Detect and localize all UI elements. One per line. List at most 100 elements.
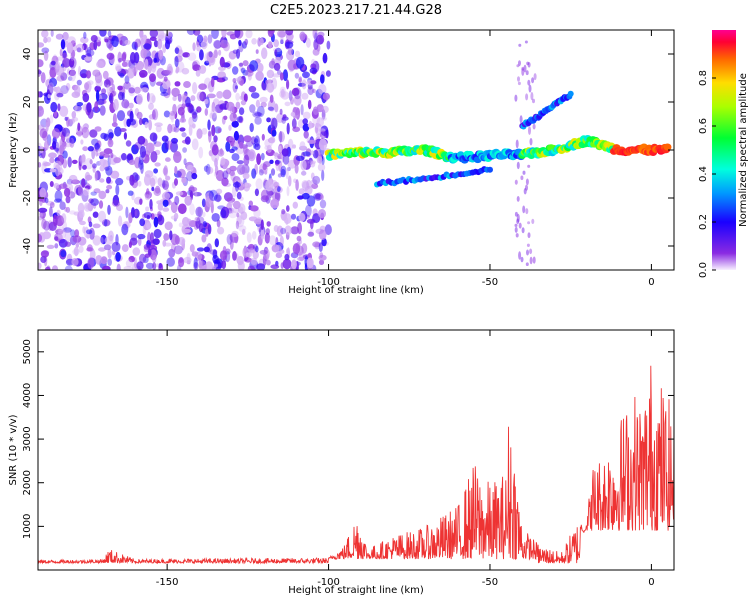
noise-blob [184,136,191,145]
noise-blob [145,142,155,154]
noise-blob [112,194,120,206]
noise-blob [162,207,170,212]
noise-blob [266,69,275,79]
noise-blob [61,52,68,60]
noise-blob [260,152,265,161]
noise-blob [211,213,220,222]
noise-blob [284,101,291,107]
noise-blob [282,69,288,82]
noise-blob [143,174,152,186]
noise-blob [225,141,231,152]
noise-blob [198,146,204,159]
noise-blob [162,44,167,54]
noise-blob [190,109,199,115]
streak-blob [528,126,531,135]
noise-blob [256,105,265,118]
noise-blob [133,86,141,94]
noise-blob [231,153,240,162]
noise-blob [241,228,246,235]
y-tick-label: 3000 [22,426,33,451]
noise-blob [153,57,158,63]
noise-blob [235,85,238,90]
noise-blob [169,110,175,116]
streak-blob [526,243,530,247]
noise-blob [87,46,92,58]
noise-blob [174,235,180,245]
noise-blob [210,107,217,119]
noise-blob [215,170,225,182]
noise-blob [157,202,164,211]
noise-blob [261,47,268,60]
noise-blob [111,90,117,97]
interference-streaks [514,40,537,267]
noise-blob [89,159,93,165]
noise-blob [110,152,114,159]
noise-blob [47,93,51,99]
noise-blob [191,138,199,151]
noise-blob [173,126,180,133]
noise-blob [128,212,133,224]
noise-blob [203,246,210,253]
noise-blob [62,31,69,41]
noise-blob [57,229,67,240]
streak-blob [532,123,536,130]
noise-blob [255,178,263,190]
noise-blob [318,209,326,219]
noise-blob [291,259,297,270]
noise-blob [184,195,192,206]
noise-blob [316,133,322,138]
noise-blob [201,127,208,135]
noise-blob [146,92,150,102]
noise-blob [107,258,112,266]
noise-blob [70,229,76,237]
noise-blob [202,211,206,218]
noise-blob [286,167,291,172]
noise-blob [286,205,290,212]
noise-blob [221,260,227,270]
noise-blob [183,256,192,264]
streak-blob [527,79,531,86]
noise-blob [174,245,183,255]
noise-blob [260,228,265,240]
noise-blob [240,67,246,74]
noise-blob [319,130,327,139]
streak-blob [525,208,529,215]
noise-blob [286,122,290,135]
noise-blob [228,200,234,207]
noise-blob [192,112,198,123]
x-tick-label: -50 [482,277,498,288]
noise-blob [232,181,241,188]
streak-blob [530,92,534,101]
signal-blob [567,90,574,97]
noise-blob [107,204,111,215]
noise-blob [51,265,59,270]
noise-blob [310,150,314,156]
noise-blob [139,145,146,158]
noise-blob [99,178,105,183]
noise-blob [234,30,241,38]
streak-blob [524,40,528,44]
noise-blob [216,91,224,99]
noise-blob [123,265,133,270]
noise-blob [41,47,50,54]
noise-blob [152,108,159,121]
noise-blob [214,171,218,177]
noise-blob [273,152,279,157]
noise-blob [250,92,260,99]
noise-blob [213,194,222,202]
noise-blob [54,236,59,241]
noise-blob [255,71,264,81]
noise-blob [307,231,315,237]
noise-blob [172,103,177,115]
noise-blob [318,259,325,265]
noise-blob [247,265,255,270]
colorbar-tick-label: 0.6 [698,118,709,134]
noise-blob [297,195,304,200]
noise-blob [171,87,180,97]
noise-blob [307,86,314,96]
noise-blob [318,128,326,133]
noise-blob [115,177,124,186]
noise-blob [241,164,250,175]
noise-blob [169,112,176,120]
